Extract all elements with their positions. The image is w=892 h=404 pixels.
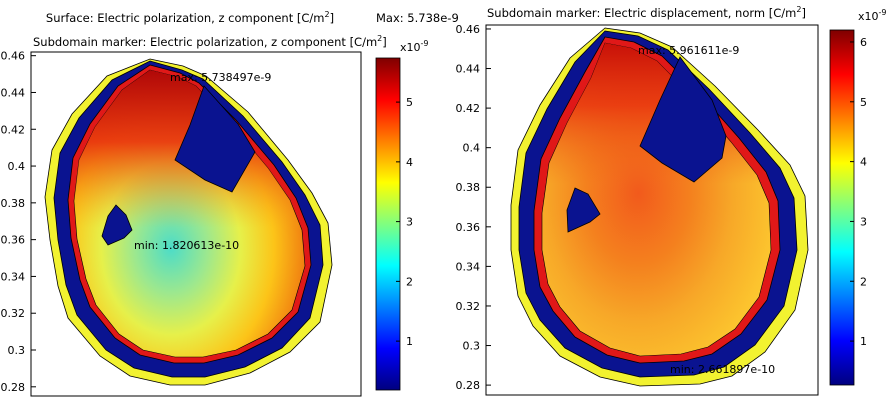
right-y-tick-label: 0.46 — [456, 23, 481, 36]
left-colorbar-tick-label: 1 — [406, 335, 413, 348]
left-y-tick-label: 0.42 — [1, 123, 26, 136]
right-y-tick-label: 0.44 — [456, 63, 481, 76]
left-colorbar — [375, 57, 401, 391]
left-colorbar-tick-label: 3 — [406, 216, 413, 229]
left-y-tick-label: 0.3 — [8, 344, 26, 357]
left-y-tick-label: 0.34 — [1, 270, 26, 283]
left-colorbar-ticks: 1 2 3 4 5 — [396, 96, 413, 348]
left-plot: Surface: Electric polarization, z compon… — [1, 10, 459, 397]
left-colorbar-tick-label: 2 — [406, 275, 413, 288]
right-colorbar-tick-label: 2 — [860, 275, 867, 288]
left-y-tick-label: 0.28 — [1, 381, 26, 394]
left-colorbar-tick-label: 5 — [406, 96, 413, 109]
right-max-label: max: 5.961611e-9 — [638, 44, 739, 57]
right-y-tick-label: 0.28 — [456, 379, 481, 392]
right-header-line1: Subdomain marker: Electric displacement,… — [487, 5, 806, 20]
left-y-tick-label: 0.38 — [1, 197, 26, 210]
right-y-tick-label: 0.32 — [456, 300, 481, 313]
left-field-top-shade — [74, 70, 305, 357]
right-plot: Subdomain marker: Electric displacement,… — [456, 5, 887, 396]
left-small-blue-region — [101, 204, 133, 246]
right-inner-blue-region — [639, 56, 727, 183]
right-colorbar-exponent: x10-9 — [858, 8, 887, 23]
left-inner-blue-region — [174, 85, 256, 193]
right-small-blue-region — [566, 187, 601, 233]
right-colorbar — [829, 29, 855, 386]
left-y-tick-label: 0.44 — [1, 86, 26, 99]
left-max-label: max: 5.738497e-9 — [170, 71, 271, 84]
right-y-tick-label: 0.36 — [456, 221, 481, 234]
left-y-tick-label: 0.36 — [1, 234, 26, 247]
right-colorbar-tick-label: 6 — [860, 36, 867, 49]
left-y-tick-label: 0.46 — [1, 50, 26, 63]
right-y-axis: 0.46 0.44 0.42 0.4 0.38 0.36 0.34 0.32 0.3 0.28 — [456, 23, 491, 392]
left-header-line1: Surface: Electric polarization, z compon… — [46, 10, 334, 25]
right-y-tick-label: 0.4 — [463, 142, 481, 155]
left-colorbar-tick-label: 4 — [406, 156, 413, 169]
left-y-tick-label: 0.32 — [1, 307, 26, 320]
right-colorbar-tick-label: 1 — [860, 335, 867, 348]
left-y-axis: 0.46 0.44 0.42 0.4 0.38 0.36 0.34 0.32 0.3 0.28 — [1, 50, 36, 394]
right-colorbar-tick-label: 5 — [860, 96, 867, 109]
left-min-label: min: 1.820613e-10 — [134, 239, 239, 252]
right-y-tick-label: 0.38 — [456, 181, 481, 194]
right-colorbar-ticks: 1 2 3 4 5 6 — [850, 36, 867, 348]
right-colorbar-tick-label: 4 — [860, 156, 867, 169]
left-y-tick-label: 0.4 — [8, 160, 26, 173]
right-field-top-shade — [542, 43, 771, 356]
right-y-tick-label: 0.42 — [456, 102, 481, 115]
right-y-tick-label: 0.3 — [463, 340, 481, 353]
right-colorbar-tick-label: 3 — [860, 215, 867, 228]
right-min-label: min: 2.661897e-10 — [670, 363, 775, 376]
left-header-line2: Subdomain marker: Electric polarization,… — [33, 34, 387, 49]
left-colorbar-exponent: x10-9 — [400, 39, 429, 54]
right-y-tick-label: 0.34 — [456, 260, 481, 273]
left-header-max: Max: 5.738e-9 — [376, 11, 459, 25]
